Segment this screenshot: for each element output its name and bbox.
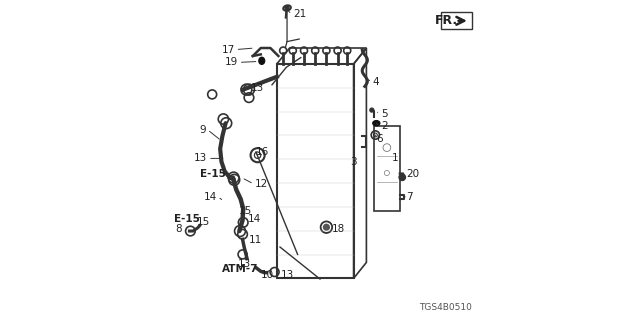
Text: 11: 11: [249, 235, 262, 245]
Text: 19: 19: [225, 57, 239, 68]
Text: 3: 3: [350, 156, 357, 167]
Text: ATM-7: ATM-7: [223, 264, 259, 274]
Bar: [374, 126, 400, 211]
Text: E-15: E-15: [174, 214, 200, 224]
Text: 15: 15: [196, 217, 210, 228]
Text: TGS4B0510: TGS4B0510: [419, 303, 472, 312]
Text: 8: 8: [175, 224, 182, 234]
Text: 21: 21: [292, 9, 306, 20]
Ellipse shape: [373, 121, 380, 126]
Text: 20: 20: [406, 169, 419, 180]
Text: 14: 14: [204, 192, 217, 202]
Text: 9: 9: [200, 124, 206, 135]
Text: 13: 13: [251, 83, 264, 93]
Text: 1: 1: [392, 153, 399, 164]
Bar: [441, 12, 472, 29]
Circle shape: [285, 6, 289, 10]
Circle shape: [323, 224, 329, 230]
Text: 7: 7: [406, 192, 412, 202]
Text: 15: 15: [239, 206, 252, 216]
Text: 13: 13: [194, 153, 207, 164]
Text: 5: 5: [381, 108, 387, 119]
Text: 6: 6: [376, 134, 383, 144]
Text: 12: 12: [254, 179, 268, 189]
Text: 4: 4: [372, 76, 380, 87]
FancyArrowPatch shape: [456, 17, 464, 25]
Text: 13: 13: [281, 270, 294, 280]
Text: 2: 2: [381, 121, 387, 132]
Ellipse shape: [259, 57, 265, 64]
Circle shape: [399, 174, 406, 180]
Text: 10: 10: [261, 270, 274, 280]
Circle shape: [370, 108, 374, 112]
Text: 13: 13: [237, 259, 251, 269]
Text: FR.: FR.: [435, 14, 458, 27]
Text: 18: 18: [332, 224, 346, 234]
Text: E-15: E-15: [200, 169, 226, 180]
Text: 16: 16: [256, 147, 269, 157]
Text: 14: 14: [248, 214, 261, 224]
Text: 17: 17: [222, 44, 236, 55]
